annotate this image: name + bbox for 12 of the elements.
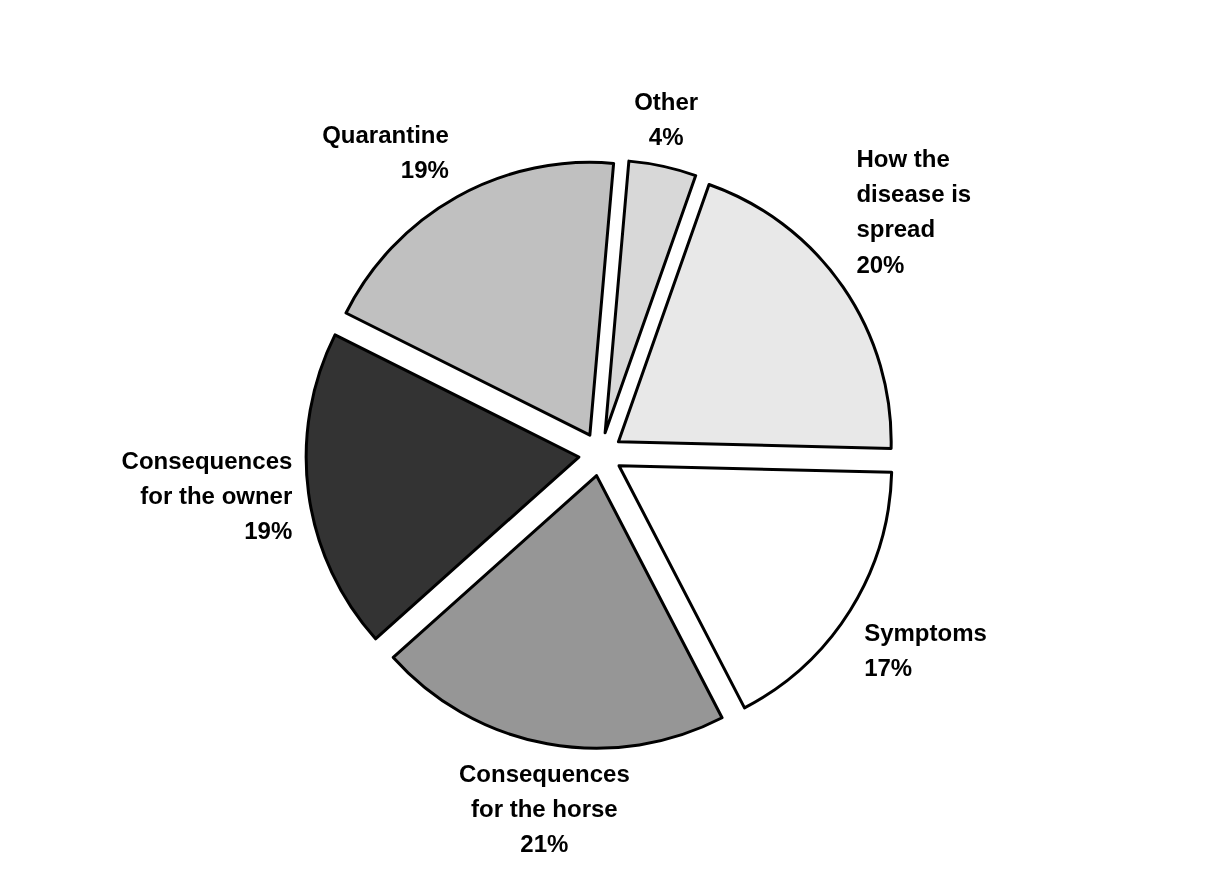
slice-label: Consequences for the horse — [459, 759, 630, 823]
data-label: 17% — [864, 653, 913, 681]
slice-label: Quarantine — [322, 120, 449, 148]
data-label: 20% — [856, 250, 905, 278]
slice-label: Other — [634, 88, 699, 116]
data-label: 4% — [648, 123, 684, 151]
slice-label: Consequences for the owner — [121, 446, 293, 509]
slice-label: How the disease is spread — [856, 145, 972, 243]
data-label: 21% — [520, 830, 569, 858]
slice-label: Symptoms — [864, 618, 987, 646]
data-label: 19% — [400, 155, 449, 183]
data-label: 19% — [244, 516, 293, 544]
